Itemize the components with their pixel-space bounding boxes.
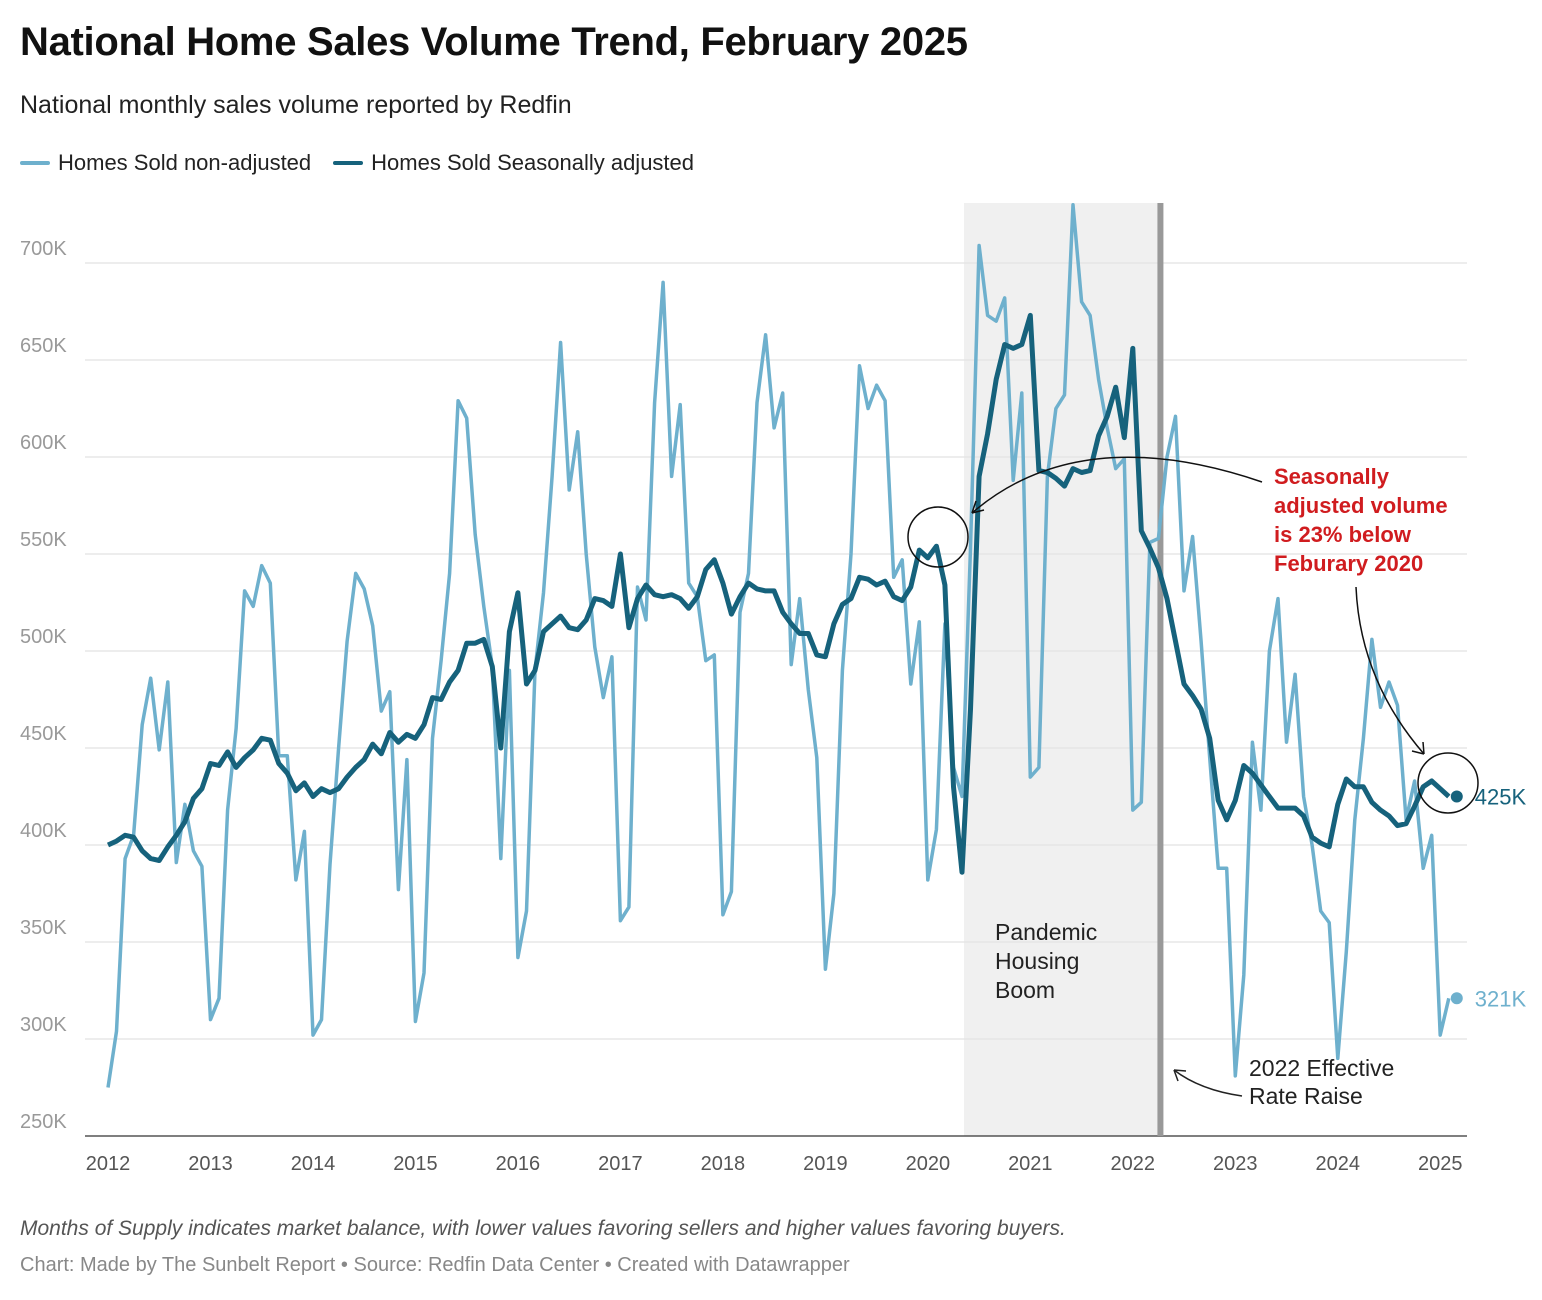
legend-swatch-non-adjusted xyxy=(20,161,50,165)
x-tick-label: 2015 xyxy=(393,1153,438,1175)
legend-item-non-adjusted: Homes Sold non-adjusted xyxy=(20,150,311,176)
rate-raise-label: Rate Raise xyxy=(1249,1083,1363,1109)
series-line-adjusted xyxy=(106,312,1451,875)
end-dot-adjusted xyxy=(1450,790,1463,803)
x-tick-label: 2013 xyxy=(188,1153,233,1175)
y-tick-label: 350K xyxy=(20,917,67,939)
legend: Homes Sold non-adjusted Homes Sold Seaso… xyxy=(20,150,694,176)
annotation-text: Feburary 2020 xyxy=(1274,551,1423,576)
series-line-non-adjusted xyxy=(106,203,1451,1088)
legend-label-non-adjusted: Homes Sold non-adjusted xyxy=(58,150,312,175)
x-tick-label: 2018 xyxy=(701,1153,746,1175)
arrowhead-icon xyxy=(1411,741,1425,755)
x-tick-label: 2016 xyxy=(496,1153,541,1175)
x-tick-label: 2023 xyxy=(1213,1153,1258,1175)
shaded-period-label: Housing xyxy=(995,948,1079,974)
footer-source: Chart: Made by The Sunbelt Report • Sour… xyxy=(20,1254,850,1276)
highlight-circle-feb-2020 xyxy=(907,506,969,568)
x-tick-label: 2021 xyxy=(1008,1153,1053,1175)
annotation-text: is 23% below xyxy=(1274,522,1412,547)
y-tick-label: 400K xyxy=(20,820,67,842)
x-tick-label: 2022 xyxy=(1111,1153,1156,1175)
shaded-period-label: Pandemic xyxy=(995,919,1097,945)
annotation-text: Seasonally xyxy=(1274,464,1390,489)
annotation-text: adjusted volume xyxy=(1274,493,1448,518)
y-tick-label: 300K xyxy=(20,1014,67,1036)
end-dot-non-adjusted xyxy=(1450,992,1463,1005)
legend-swatch-adjusted xyxy=(333,161,364,165)
y-tick-label: 450K xyxy=(20,723,67,745)
rate-raise-label: 2022 Effective xyxy=(1249,1055,1394,1081)
rate-raise-arrow xyxy=(1173,1069,1243,1097)
arrowhead-icon xyxy=(971,500,985,514)
y-tick-label: 250K xyxy=(20,1111,67,1133)
y-tick-label: 500K xyxy=(20,626,67,648)
x-tick-label: 2025 xyxy=(1418,1153,1463,1175)
x-tick-label: 2019 xyxy=(803,1153,848,1175)
shaded-period xyxy=(964,203,1159,1136)
x-tick-label: 2012 xyxy=(86,1153,131,1175)
y-tick-label: 600K xyxy=(20,432,67,454)
x-tick-label: 2020 xyxy=(906,1153,951,1175)
legend-label-adjusted: Homes Sold Seasonally adjusted xyxy=(371,150,695,175)
annotation-arrow-left xyxy=(971,456,1263,514)
end-label-non-adjusted: 321K xyxy=(1475,986,1527,1011)
chart-subtitle: National monthly sales volume reported b… xyxy=(20,91,572,119)
arrowhead-icon xyxy=(1173,1069,1187,1082)
y-tick-label: 700K xyxy=(20,238,67,260)
highlight-circle-feb-2025 xyxy=(1417,752,1479,814)
legend-item-adjusted: Homes Sold Seasonally adjusted xyxy=(333,150,694,176)
x-tick-label: 2014 xyxy=(291,1153,336,1175)
end-label-adjusted: 425K xyxy=(1475,785,1527,810)
chart-title: National Home Sales Volume Trend, Februa… xyxy=(20,20,968,64)
x-tick-label: 2024 xyxy=(1316,1153,1361,1175)
y-tick-label: 650K xyxy=(20,335,67,357)
x-tick-label: 2017 xyxy=(598,1153,643,1175)
footer-note: Months of Supply indicates market balanc… xyxy=(20,1217,1066,1240)
y-tick-label: 550K xyxy=(20,529,67,551)
shaded-period-label: Boom xyxy=(995,977,1055,1003)
annotation-arrow-down xyxy=(1355,586,1425,755)
